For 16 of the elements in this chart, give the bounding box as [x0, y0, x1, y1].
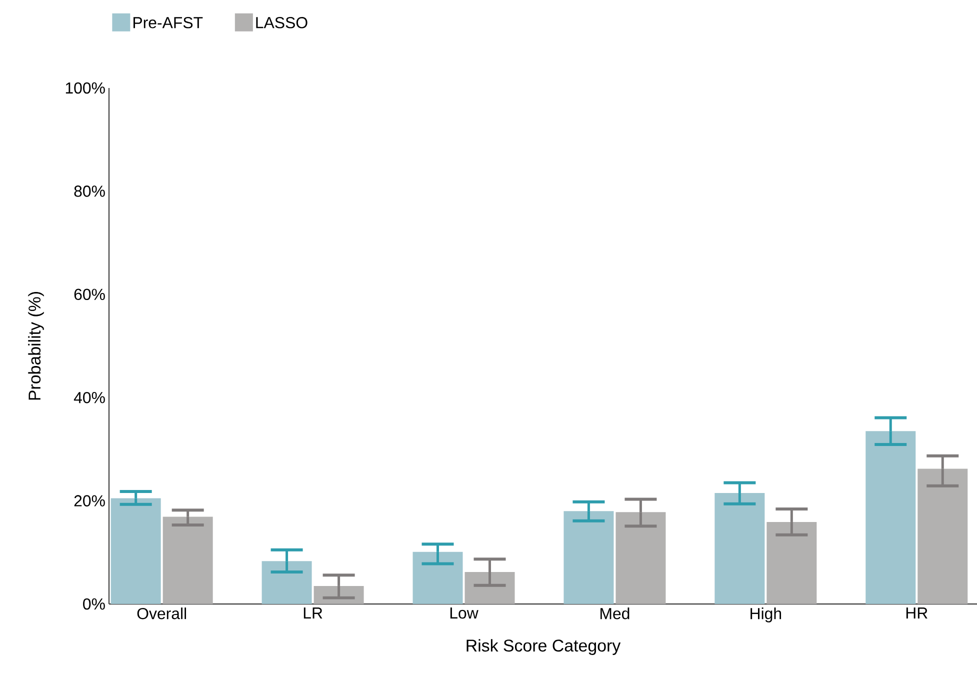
x-tick-label: Overall [137, 608, 186, 620]
x-tick-label: HR [906, 608, 928, 618]
y-tick-label: 40% [74, 392, 105, 404]
x-tick-label: High [750, 608, 782, 622]
x-tick-label: LR [304, 608, 322, 618]
x-tick-label: Med [600, 608, 630, 620]
y-tick-label: 0% [83, 598, 105, 610]
y-tick-label: 100% [66, 82, 105, 94]
y-tick-label: 80% [74, 186, 105, 197]
x-axis-title: Risk Score Category [466, 639, 621, 655]
y-tick-label: 60% [74, 288, 105, 300]
x-tick-label: Low [450, 608, 478, 619]
y-tick-label: 20% [74, 495, 105, 506]
legend-label: Pre-AFST [133, 17, 203, 28]
legend-label: LASSO [256, 17, 308, 28]
y-axis-title: Probability (%) [28, 292, 44, 400]
